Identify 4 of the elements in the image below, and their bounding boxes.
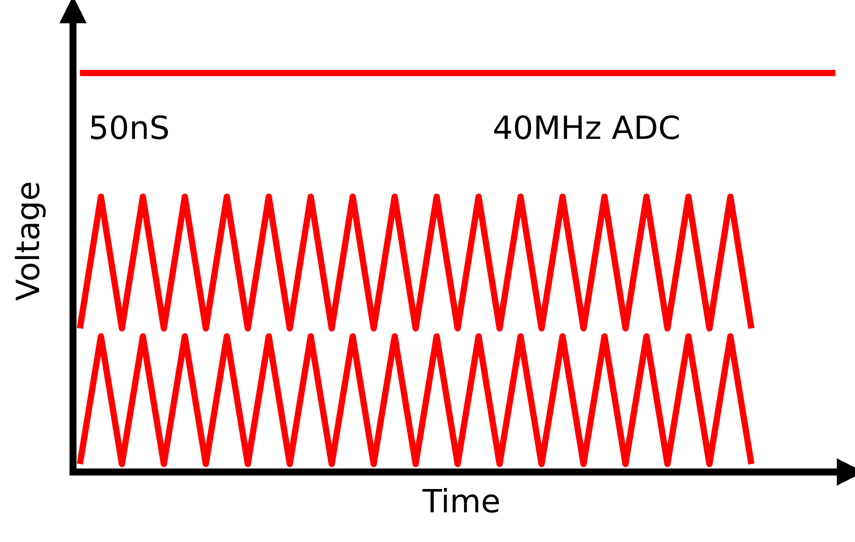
x-axis-title: Time [422, 488, 499, 513]
annotation: 40MHz ADC [494, 115, 679, 140]
annotation: 50nS [91, 115, 168, 140]
y-axis-title: Voltage [14, 182, 46, 301]
